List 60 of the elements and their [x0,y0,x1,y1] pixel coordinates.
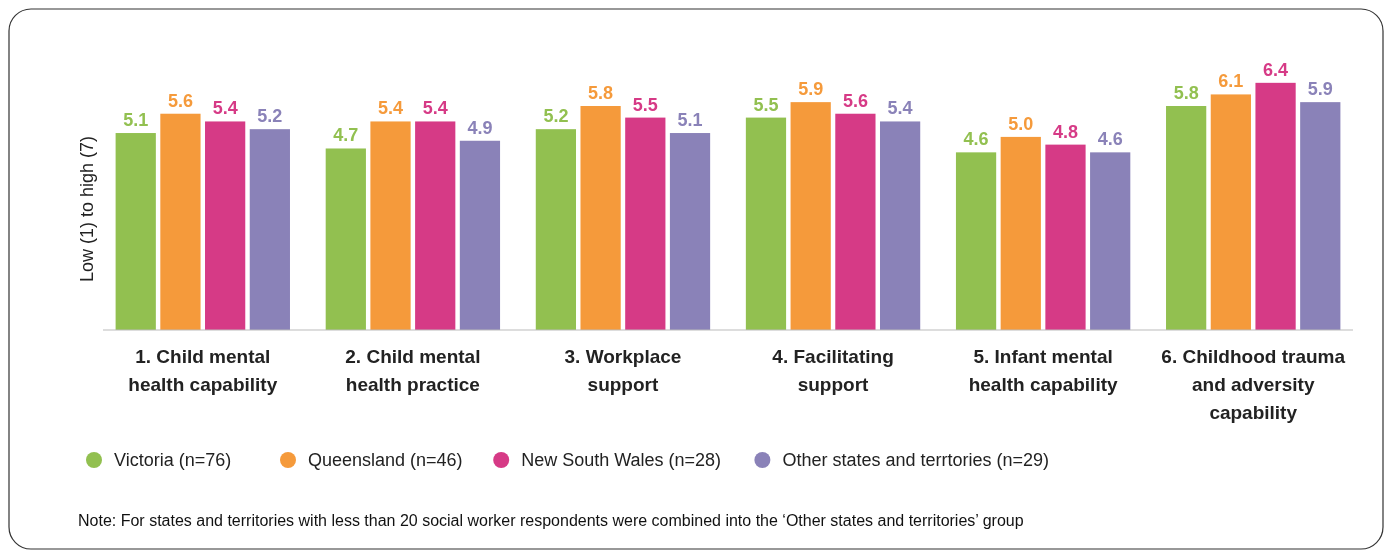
bar [669,133,711,330]
bar [955,152,997,330]
bar [370,121,411,330]
bar [1166,106,1207,330]
data-label: 5.1 [677,110,703,131]
legend-label: Victoria (n=76) [114,450,232,470]
data-label: 5.8 [1173,83,1199,103]
data-label: 5.4 [887,98,913,119]
legend-label: Queensland (n=46) [308,450,463,470]
bar [625,117,666,330]
bar [205,121,246,330]
bar [580,106,621,330]
bar [1000,136,1041,330]
data-label: 5.2 [257,106,283,127]
data-label: 4.9 [467,117,493,138]
data-label: 6.1 [1218,71,1244,92]
bar [1210,94,1251,330]
x-tick-label: 5. Infant mental health capability [968,346,1118,395]
bar [115,133,156,330]
x-tick-label: 3. Workplace support [564,346,682,395]
bar [835,113,876,330]
x-tick-label: 2. Child mental health practice [345,346,481,395]
bar [160,113,201,330]
bar [459,140,501,330]
x-tick-label: 6. Childhood trauma and adversity capability [1161,346,1346,423]
data-label: 6.4 [1263,59,1289,80]
bar [1255,82,1296,330]
data-label: 5.2 [543,106,569,127]
data-label: 5.1 [123,110,149,131]
data-label: 4.6 [963,129,989,150]
bar [790,102,831,330]
bar [415,121,456,330]
data-label: 4.8 [1052,121,1078,142]
bar [249,129,290,330]
bar [1090,152,1131,330]
y-axis-title: Low (1) to high (7) [77,135,97,283]
data-label: 5.0 [1008,113,1034,134]
data-label: 5.4 [422,98,448,119]
legend-label: New South Wales (n=28) [521,450,722,470]
x-tick-label: 4. Facilitating support [772,346,894,395]
bar [535,129,577,330]
data-label: 5.9 [798,79,824,100]
text: Note: For states and territories with less than 20 social worker respondents were combined into the ‘Other states and territories’ group [78,512,1024,529]
data-label: 5.9 [1307,79,1333,100]
bar [325,148,366,330]
bar [1045,144,1086,330]
data-label: 5.6 [167,90,193,111]
bar [879,121,921,330]
data-label: 5.5 [753,94,779,115]
data-label: 5.5 [632,94,658,115]
legend-label: Other states and terrtories (n=29) [782,450,1050,470]
x-tick-label: 1. Child mental health capability [128,346,278,395]
bar [1300,102,1341,330]
data-label: 5.4 [378,98,404,119]
data-label: 5.4 [212,98,238,119]
data-label: 4.7 [333,125,359,146]
data-label: 5.6 [842,90,868,111]
data-label: 4.6 [1097,129,1123,150]
data-label: 5.8 [588,83,614,103]
bar [745,117,787,330]
